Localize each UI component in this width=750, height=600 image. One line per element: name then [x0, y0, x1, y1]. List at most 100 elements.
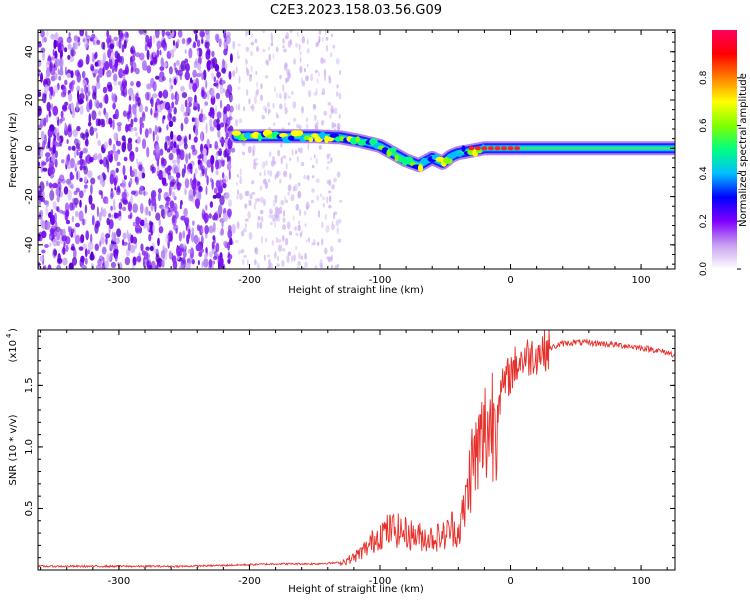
heatmap-faint-cell	[324, 247, 328, 255]
heatmap-faint-cell	[256, 81, 259, 88]
heatmap-noise-cell	[129, 177, 133, 185]
heatmap-noise-cell	[113, 132, 119, 141]
heatmap-noise-cell	[216, 180, 221, 190]
heatmap-noise-cell	[113, 73, 118, 82]
heatmap-faint-cell	[268, 178, 271, 183]
heatmap-noise-cell	[213, 187, 218, 194]
heatmap-noise-cell	[219, 195, 225, 206]
heatmap-noise-cell	[223, 175, 228, 184]
heatmap-faint-cell	[322, 202, 325, 208]
heatmap-noise-cell	[165, 196, 171, 202]
heatmap-noise-cell	[182, 230, 186, 239]
heatmap-faint-cell	[338, 218, 342, 224]
heatmap-faint-cell	[320, 265, 324, 269]
heatmap-noise-cell	[47, 128, 53, 138]
heatmap-noise-cell	[58, 76, 62, 81]
heatmap-faint-cell	[301, 35, 305, 44]
heatmap-faint-cell	[276, 92, 278, 99]
heatmap-noise-cell	[51, 103, 54, 111]
heatmap-noise-cell	[166, 209, 172, 218]
heatmap-faint-cell	[335, 91, 339, 97]
heatmap-noise-cell	[164, 141, 168, 151]
heatmap-faint-cell	[264, 160, 269, 167]
heatmap-noise-cell	[204, 225, 209, 235]
heatmap-noise-cell	[79, 177, 83, 182]
heatmap-noise-cell	[52, 105, 59, 116]
heatmap-faint-cell	[237, 174, 239, 178]
heatmap-noise-cell	[190, 169, 193, 175]
snr-y-tick-label: 1.0	[24, 439, 35, 455]
heatmap-noise-cell	[107, 87, 113, 92]
heatmap-noise-cell	[215, 79, 219, 89]
heatmap-faint-cell	[298, 220, 300, 225]
heatmap-noise-cell	[121, 179, 127, 189]
heatmap-noise-cell	[57, 258, 63, 265]
heatmap-faint-cell	[304, 223, 307, 227]
heatmap-faint-cell	[295, 150, 298, 155]
heatmap-noise-cell	[172, 215, 176, 224]
heatmap-noise-cell	[181, 257, 186, 264]
heatmap-ridge-cell	[295, 130, 304, 137]
heatmap-faint-cell	[268, 214, 273, 219]
heatmap-noise-cell	[168, 146, 173, 151]
heatmap-noise-cell	[115, 237, 120, 244]
heatmap-noise-cell	[61, 234, 67, 242]
heatmap-faint-cell	[246, 259, 249, 266]
heatmap-noise-cell	[158, 90, 163, 99]
heatmap-noise-cell	[195, 127, 199, 136]
heatmap-noise-cell	[122, 69, 128, 75]
heatmap-faint-cell	[280, 143, 283, 148]
heatmap-noise-cell	[193, 41, 196, 48]
snr-x-axis-label: Height of straight line (km)	[288, 584, 424, 595]
heatmap-noise-cell	[226, 152, 230, 163]
heatmap-faint-cell	[289, 172, 292, 180]
heatmap-faint-cell	[291, 149, 294, 156]
heatmap-noise-cell	[209, 201, 214, 208]
heatmap-noise-cell	[121, 79, 128, 89]
heatmap-noise-cell	[113, 198, 116, 209]
heatmap-noise-cell	[40, 30, 45, 38]
heatmap-faint-cell	[256, 262, 260, 269]
heatmap-faint-cell	[285, 237, 289, 246]
heatmap-faint-cell	[311, 175, 315, 179]
heatmap-noise-cell	[123, 40, 127, 49]
heatmap-faint-cell	[287, 122, 291, 126]
heatmap-noise-cell	[67, 164, 71, 170]
heatmap-noise-cell	[58, 69, 64, 76]
heatmap-noise-cell	[75, 210, 79, 218]
heatmap-faint-cell	[338, 92, 342, 100]
heatmap-faint-cell	[252, 145, 255, 153]
heatmap-faint-cell	[332, 44, 336, 49]
heatmap-noise-cell	[110, 261, 117, 269]
heatmap-noise-cell	[169, 77, 172, 83]
heatmap-faint-cell	[238, 103, 240, 111]
heatmap-faint-cell	[328, 205, 332, 209]
snr-series-line	[38, 330, 675, 569]
heatmap-noise-cell	[49, 189, 55, 201]
figure-title: C2E3.2023.158.03.56.G09	[270, 3, 442, 18]
heatmap-noise-cell	[211, 72, 214, 79]
heatmap-noise-cell	[184, 49, 187, 54]
heatmap-faint-cell	[285, 31, 289, 39]
heatmap-faint-cell	[316, 77, 319, 84]
heatmap-noise-cell	[183, 143, 188, 150]
heatmap-noise-cell	[95, 81, 101, 90]
heatmap-noise-cell	[196, 39, 201, 48]
heatmap-ridge-cell	[324, 135, 329, 144]
heatmap-faint-cell	[297, 191, 300, 198]
heatmap-y-tick-label: -20	[24, 188, 35, 204]
heatmap-faint-cell	[312, 238, 316, 246]
heatmap-noise-cell	[184, 188, 187, 196]
heatmap-noise-cell	[74, 162, 78, 168]
heatmap-faint-cell	[299, 147, 303, 154]
heatmap-faint-cell	[237, 189, 240, 196]
heatmap-noise-cell	[119, 262, 122, 268]
heatmap-noise-cell	[195, 117, 200, 129]
heatmap-noise-cell	[133, 117, 138, 123]
heatmap-noise-cell	[104, 260, 109, 269]
heatmap-noise-cell	[161, 177, 167, 186]
heatmap-noise-cell	[191, 117, 195, 122]
heatmap-noise-cell	[177, 38, 180, 45]
